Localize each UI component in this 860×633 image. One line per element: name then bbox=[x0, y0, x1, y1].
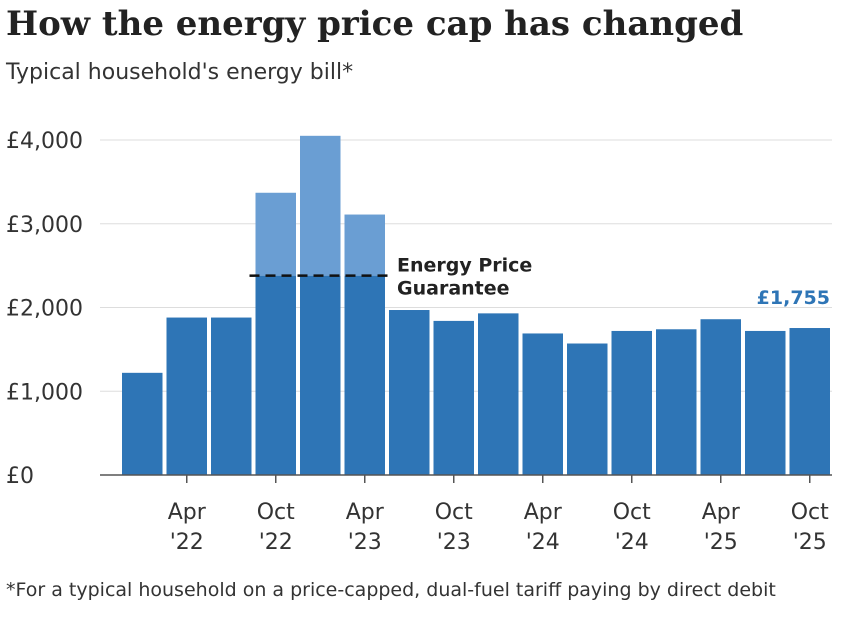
x-tick-label: '25 bbox=[793, 530, 827, 555]
y-tick-label: £4,000 bbox=[6, 129, 83, 154]
x-tick-label: Apr bbox=[702, 500, 741, 525]
bill-bar bbox=[255, 275, 296, 475]
x-tick-label: '22 bbox=[170, 530, 204, 555]
bill-bar bbox=[745, 330, 786, 475]
y-tick-label: £1,000 bbox=[6, 380, 83, 405]
bar-chart: £0 £1,000 £2,000 £3,000 £4,000 Apr '22 Oct '22 Ap… bbox=[6, 129, 832, 555]
y-tick-label: £0 bbox=[6, 464, 34, 489]
bill-bar bbox=[433, 320, 474, 475]
x-tick-label: Apr bbox=[168, 500, 207, 525]
x-tick-label: Oct bbox=[613, 500, 651, 525]
bill-bar bbox=[166, 317, 207, 475]
bill-bar bbox=[211, 317, 252, 475]
bill-bar bbox=[789, 328, 830, 475]
bill-bar bbox=[122, 372, 163, 475]
y-tick-label: £3,000 bbox=[6, 213, 83, 238]
price-cap-bar bbox=[344, 214, 385, 276]
chart-title: How the energy price cap has changed bbox=[6, 4, 744, 44]
bill-bar bbox=[478, 313, 519, 475]
bill-bar bbox=[522, 333, 563, 475]
x-tick-label: Oct bbox=[791, 500, 829, 525]
latest-value-label: £1,755 bbox=[757, 287, 830, 309]
x-tick-label: '23 bbox=[348, 530, 382, 555]
x-tick-label: Oct bbox=[435, 500, 473, 525]
y-tick-label: £2,000 bbox=[6, 297, 83, 322]
chart-subtitle: Typical household's energy bill* bbox=[6, 60, 354, 85]
x-tick-label: Oct bbox=[257, 500, 295, 525]
guarantee-label: Energy Price bbox=[397, 255, 532, 277]
x-tick-label: '23 bbox=[437, 530, 471, 555]
bill-bar bbox=[344, 275, 385, 475]
guarantee-label: Guarantee bbox=[397, 278, 510, 300]
x-tick-label: Apr bbox=[346, 500, 385, 525]
x-tick-label: Apr bbox=[524, 500, 563, 525]
price-cap-bar bbox=[300, 135, 341, 276]
bill-bar bbox=[656, 329, 697, 475]
price-cap-bar bbox=[255, 192, 296, 276]
x-tick-label: '25 bbox=[704, 530, 738, 555]
x-tick-label: '24 bbox=[526, 530, 560, 555]
bill-bar bbox=[611, 330, 652, 475]
bill-bar bbox=[300, 275, 341, 475]
bill-bar bbox=[700, 319, 741, 475]
chart-footnote: *For a typical household on a price-capp… bbox=[6, 579, 776, 601]
bill-bar bbox=[567, 343, 608, 475]
x-tick-label: '22 bbox=[259, 530, 293, 555]
bill-bar bbox=[389, 310, 430, 475]
x-tick-label: '24 bbox=[615, 530, 649, 555]
